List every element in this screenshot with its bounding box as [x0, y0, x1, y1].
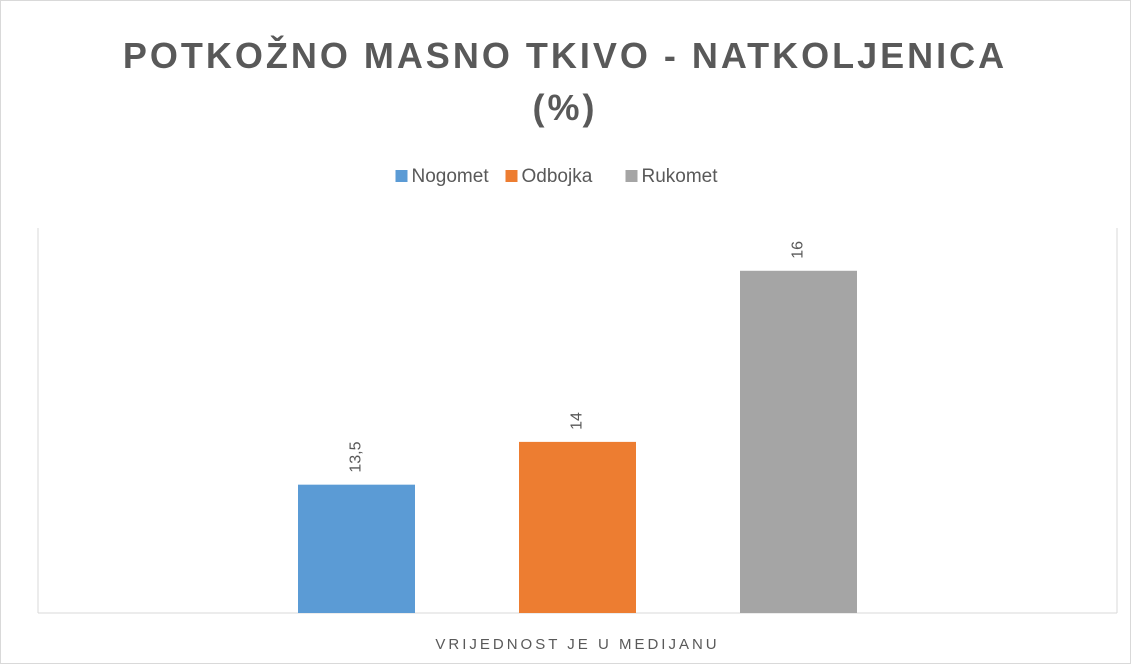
legend-swatch: [625, 170, 638, 182]
legend-label: Odbojka: [522, 166, 593, 187]
chart-title: POTKOŽNO MASNO TKIVO - NATKOLJENICA (%): [122, 35, 1008, 128]
legend-swatch: [395, 170, 408, 182]
bar: [740, 270, 857, 613]
legend-label: Nogomet: [412, 166, 490, 187]
data-label: 16: [790, 241, 807, 259]
data-label: 13,5: [348, 441, 365, 472]
legend-swatch: [505, 170, 518, 182]
data-label: 14: [569, 412, 586, 430]
bar: [298, 484, 415, 613]
legend-label: Rukomet: [642, 166, 719, 187]
bar: [519, 441, 636, 613]
x-tick-label: VRIJEDNOST JE U MEDIJANU: [435, 636, 719, 653]
